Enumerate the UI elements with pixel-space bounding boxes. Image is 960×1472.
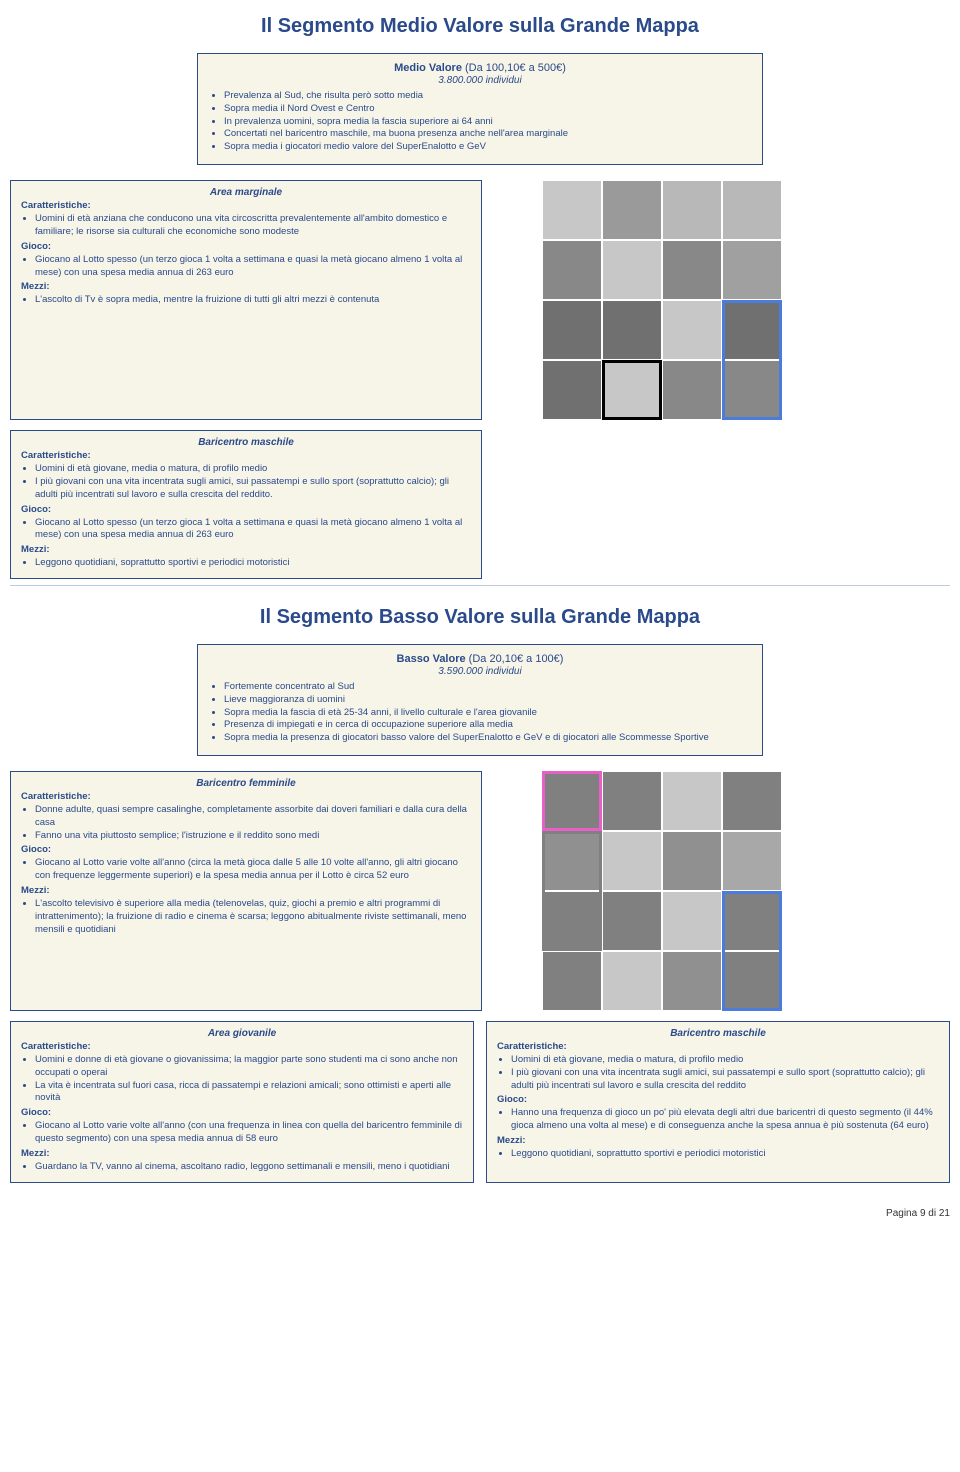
list-item: La vita è incentrata sul fuori casa, ric… [35,1080,463,1106]
list-item: Giocano al Lotto spesso (un terzo gioca … [35,517,471,543]
list-item: I più giovani con una vita incentrata su… [511,1067,939,1093]
list-item: Sopra media i giocatori medio valore del… [224,141,750,154]
list-item: Uomini di età anziana che conducono una … [35,213,471,239]
map-grid-1 [542,180,782,420]
header-subtitle: 3.590.000 individui [210,666,750,677]
label-mezzi: Mezzi: [21,281,471,292]
label-mezzi: Mezzi: [21,544,471,555]
list-item: Prevalenza al Sud, che risulta però sott… [224,90,750,103]
label-caratteristiche: Caratteristiche: [497,1041,939,1052]
list-item: Sopra media il Nord Ovest e Centro [224,103,750,116]
label-mezzi: Mezzi: [497,1135,939,1146]
list: Uomini e donne di età giovane o giovanis… [21,1054,463,1105]
section2-header-box: Basso Valore (Da 20,10€ a 100€) 3.590.00… [197,644,763,756]
label-gioco: Gioco: [21,844,471,855]
card-area-marginale: Area marginale Caratteristiche: Uomini d… [10,180,482,420]
list: Uomini di età anziana che conducono una … [21,213,471,239]
list-item: Giocano al Lotto varie volte all'anno (c… [35,857,471,883]
list: Uomini di età giovane, media o matura, d… [21,463,471,501]
section1-header-box: Medio Valore (Da 100,10€ a 500€) 3.800.0… [197,53,763,165]
card-baricentro-femminile: Baricentro femminile Caratteristiche: Do… [10,771,482,1011]
list-item: Concertati nel baricentro maschile, ma b… [224,128,750,141]
card-title: Baricentro femminile [21,778,471,789]
label-caratteristiche: Caratteristiche: [21,1041,463,1052]
card-title: Baricentro maschile [497,1028,939,1039]
list: Leggono quotidiani, soprattutto sportivi… [21,557,471,570]
label-mezzi: Mezzi: [21,885,471,896]
card-title: Area giovanile [21,1028,463,1039]
card-baricentro-maschile-1: Baricentro maschile Caratteristiche: Uom… [10,430,482,579]
label-caratteristiche: Caratteristiche: [21,791,471,802]
list-item: Lieve maggioranza di uomini [224,694,750,707]
list-item: Sopra media la fascia di età 25-34 anni,… [224,707,750,720]
list: Hanno una frequenza di gioco un po' più … [497,1107,939,1133]
list-item: Uomini e donne di età giovane o giovanis… [35,1054,463,1080]
header-list: Fortemente concentrato al SudLieve maggi… [210,681,750,745]
list: Donne adulte, quasi sempre casalinghe, c… [21,804,471,842]
list-item: Hanno una frequenza di gioco un po' più … [511,1107,939,1133]
label-caratteristiche: Caratteristiche: [21,200,471,211]
list-item: Giocano al Lotto spesso (un terzo gioca … [35,254,471,280]
list-item: L'ascolto di Tv è sopra media, mentre la… [35,294,471,307]
list-item: L'ascolto televisivo è superiore alla me… [35,898,471,936]
label-gioco: Gioco: [21,1107,463,1118]
list: Uomini di età giovane, media o matura, d… [497,1054,939,1092]
header-title: Basso Valore (Da 20,10€ a 100€) [210,653,750,665]
label-gioco: Gioco: [21,241,471,252]
list-item: Guardano la TV, vanno al cinema, ascolta… [35,1161,463,1174]
grid1-container [542,180,782,420]
list: L'ascolto di Tv è sopra media, mentre la… [21,294,471,307]
list: Giocano al Lotto varie volte all'anno (c… [21,857,471,883]
map-grid-2 [542,771,782,1011]
list-item: Presenza di impiegati e in cerca di occu… [224,719,750,732]
label-caratteristiche: Caratteristiche: [21,450,471,461]
list-item: Leggono quotidiani, soprattutto sportivi… [35,557,471,570]
section2-title: Il Segmento Basso Valore sulla Grande Ma… [10,606,950,629]
label-gioco: Gioco: [21,504,471,515]
page-footer: Pagina 9 di 21 [10,1208,950,1219]
card-title: Area marginale [21,187,471,198]
list-item: Giocano al Lotto varie volte all'anno (c… [35,1120,463,1146]
list: Guardano la TV, vanno al cinema, ascolta… [21,1161,463,1174]
list: Leggono quotidiani, soprattutto sportivi… [497,1148,939,1161]
list-item: Leggono quotidiani, soprattutto sportivi… [511,1148,939,1161]
list-item: Uomini di età giovane, media o matura, d… [511,1054,939,1067]
label-mezzi: Mezzi: [21,1148,463,1159]
card-area-giovanile: Area giovanile Caratteristiche: Uomini e… [10,1021,474,1183]
header-list: Prevalenza al Sud, che risulta però sott… [210,90,750,154]
list-item: Fanno una vita piuttosto semplice; l'ist… [35,830,471,843]
list: Giocano al Lotto spesso (un terzo gioca … [21,254,471,280]
list: Giocano al Lotto varie volte all'anno (c… [21,1120,463,1146]
list: Giocano al Lotto spesso (un terzo gioca … [21,517,471,543]
list-item: Donne adulte, quasi sempre casalinghe, c… [35,804,471,830]
list-item: I più giovani con una vita incentrata su… [35,476,471,502]
card-baricentro-maschile-2: Baricentro maschile Caratteristiche: Uom… [486,1021,950,1183]
grid2-container [542,771,782,1011]
list: L'ascolto televisivo è superiore alla me… [21,898,471,936]
section1-title: Il Segmento Medio Valore sulla Grande Ma… [10,15,950,38]
list-item: Sopra media la presenza di giocatori bas… [224,732,750,745]
list-item: Uomini di età giovane, media o matura, d… [35,463,471,476]
header-subtitle: 3.800.000 individui [210,75,750,86]
card-title: Baricentro maschile [21,437,471,448]
list-item: In prevalenza uomini, sopra media la fas… [224,116,750,129]
label-gioco: Gioco: [497,1094,939,1105]
header-title: Medio Valore (Da 100,10€ a 500€) [210,62,750,74]
list-item: Fortemente concentrato al Sud [224,681,750,694]
